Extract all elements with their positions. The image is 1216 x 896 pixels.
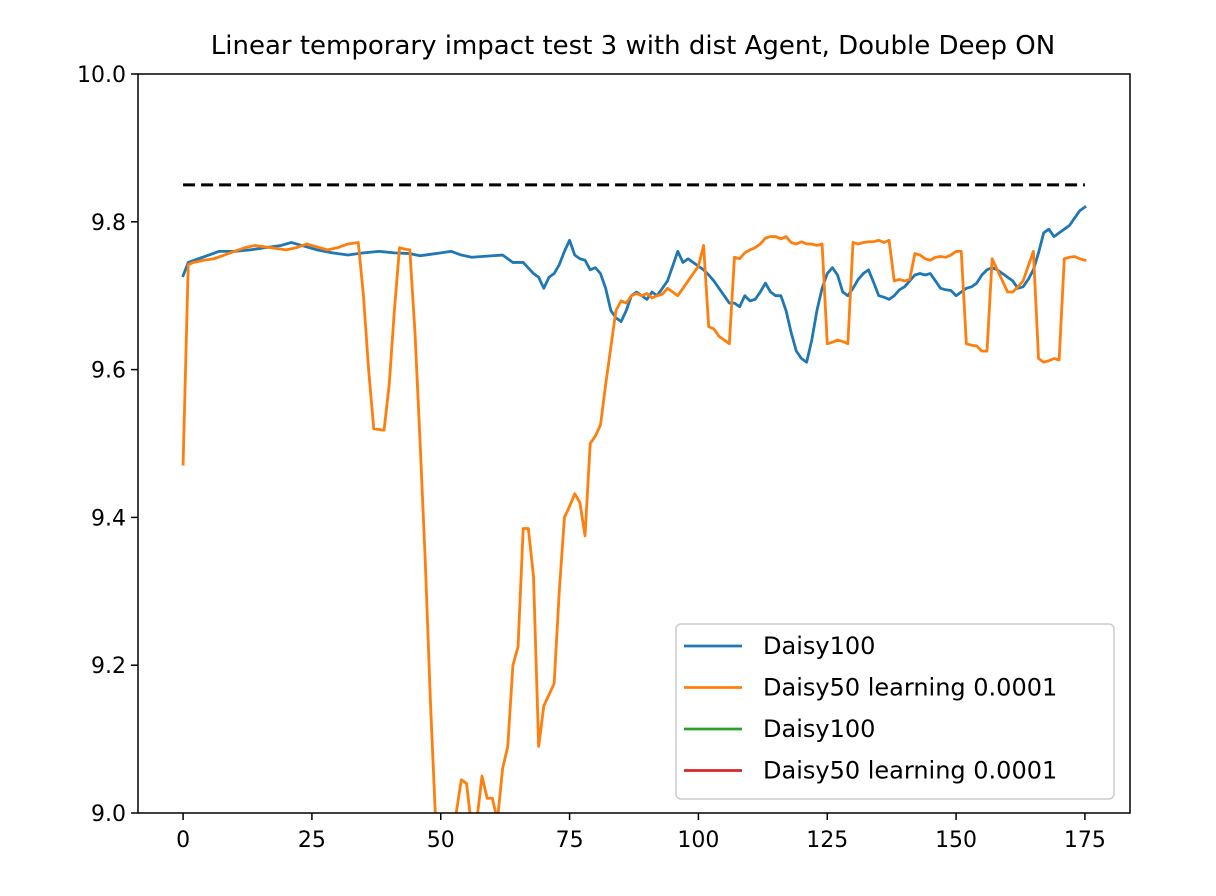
legend-label-1: Daisy100 [763,632,875,660]
x-tick-label: 150 [935,828,977,853]
x-tick-label: 0 [176,828,190,853]
y-axis-ticks: 9.0 9.2 9.4 9.6 9.8 10.0 [77,63,138,827]
plot-area [181,183,1087,813]
legend: Daisy100 Daisy50 learning 0.0001 Daisy100 D… [675,623,1115,800]
series-line-1 [181,205,1087,364]
x-tick-label: 50 [427,828,455,853]
x-tick-label: 175 [1064,828,1106,853]
x-axis-ticks: 0 25 50 75 100 125 150 175 [176,813,1106,853]
y-tick-label: 9.4 [91,506,126,531]
y-tick-label: 9.2 [91,654,126,679]
legend-box [675,623,1115,800]
x-tick-label: 125 [806,828,848,853]
y-tick-label: 9.6 [91,359,126,384]
y-tick-label: 10.0 [77,63,126,88]
x-tick-label: 100 [677,828,719,853]
plot-frame [137,73,1131,814]
chart-title: Linear temporary impact test 3 with dist… [211,31,1055,61]
y-tick-label: 9.0 [91,802,126,827]
x-tick-label: 75 [556,828,584,853]
x-tick-label: 25 [298,828,326,853]
legend-label-2: Daisy50 learning 0.0001 [763,674,1057,702]
legend-label-3: Daisy100 [763,715,875,743]
series-line-2 [181,235,1087,813]
y-tick-label: 9.8 [91,211,126,236]
legend-label-4: Daisy50 learning 0.0001 [763,757,1057,785]
